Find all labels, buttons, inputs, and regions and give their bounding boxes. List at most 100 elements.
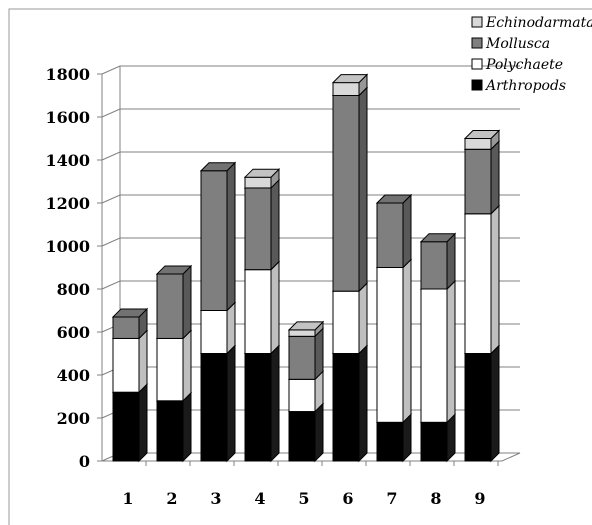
bar-arthropods-1 (112, 391, 140, 462)
legend-label-arthropods: Arthropods (484, 78, 566, 94)
bar-mollusca-4-side (270, 178, 280, 271)
legend-swatch-mollusca (471, 37, 483, 49)
bar-arthropods-2 (156, 400, 184, 462)
bar-echinodarmata-4-top (243, 168, 281, 178)
y-tick-label: 1400 (45, 151, 90, 170)
bar-arthropods-7 (376, 421, 404, 462)
bar-polychaete-5 (288, 378, 316, 413)
bar-mollusca-7-top (375, 194, 413, 204)
bar-stack-2 (155, 264, 193, 463)
x-tick-label: 2 (166, 489, 177, 508)
bar-polychaete-3 (200, 310, 228, 354)
bar-arthropods-5-side (314, 402, 324, 463)
bar-arthropods-8 (420, 421, 448, 462)
bar-layer (111, 73, 501, 463)
bar-stack-6 (331, 73, 369, 463)
bar-arthropods-9-side (490, 344, 500, 463)
bar-polychaete-6-side (358, 281, 368, 355)
bar-stack-5 (287, 320, 325, 463)
y-tick-label: 0 (79, 452, 90, 471)
legend-swatch-polychaete (471, 58, 483, 70)
bar-mollusca-1-top (111, 308, 149, 318)
bar-stack-9 (463, 129, 501, 463)
bar-mollusca-5 (288, 335, 316, 380)
bar-mollusca-7 (376, 202, 404, 268)
bar-polychaete-8-side (446, 279, 456, 424)
bar-mollusca-9-side (490, 140, 500, 215)
bar-polychaete-1-side (138, 329, 148, 394)
bar-mollusca-2 (156, 273, 184, 339)
x-tick-label: 4 (254, 489, 265, 508)
bar-polychaete-9 (464, 213, 492, 354)
y-tick-label: 600 (57, 323, 90, 342)
bar-stack-3 (199, 161, 237, 463)
bar-mollusca-9 (464, 148, 492, 215)
bar-echinodarmata-9-top (463, 130, 501, 139)
bar-polychaete-8 (420, 288, 448, 423)
bar-mollusca-2-side (182, 264, 192, 340)
bar-arthropods-2-side (182, 391, 192, 463)
bar-arthropods-6-side (358, 344, 368, 463)
x-tick-label: 1 (122, 489, 133, 508)
x-tick-label: 7 (386, 489, 397, 508)
bar-mollusca-3-side (226, 161, 236, 312)
bar-polychaete-2-side (182, 329, 192, 403)
legend-label-mollusca: Mollusca (485, 36, 550, 52)
bar-polychaete-2 (156, 337, 184, 402)
bar-echinodarmata-9 (464, 138, 492, 150)
bar-mollusca-8 (420, 241, 448, 290)
x-tick-label: 6 (342, 489, 353, 508)
bar-stack-8 (419, 232, 457, 463)
bar-echinodarmata-4 (244, 176, 272, 189)
bar-stack-4 (243, 167, 281, 463)
bar-arthropods-5 (288, 411, 316, 462)
bar-mollusca-7-side (402, 193, 412, 269)
bar-echinodarmata-6-top (331, 74, 369, 84)
bar-arthropods-4-side (270, 344, 280, 463)
bar-polychaete-4 (244, 269, 272, 354)
bar-arthropods-6 (332, 353, 360, 462)
bar-arthropods-3 (200, 353, 228, 462)
bar-polychaete-1 (112, 337, 140, 393)
legend-label-polychaete: Polychaete (485, 57, 563, 73)
y-tick-label: 1600 (45, 108, 90, 127)
bar-mollusca-8-side (446, 232, 456, 291)
bar-polychaete-9-side (490, 204, 500, 355)
bar-stack-7 (375, 193, 413, 463)
x-tick-label: 5 (298, 489, 309, 508)
bar-mollusca-8-top (419, 233, 457, 243)
x-tick-label: 3 (210, 489, 221, 508)
tick-layer: 0 200 400 600 800 1000 1200 1400 1600 1800 1 2 3 4 5 6 7… (45, 65, 485, 508)
bar-echinodarmata-5 (288, 329, 316, 337)
bar-echinodarmata-5-top (287, 321, 325, 331)
bar-stack-1 (111, 307, 149, 463)
y-tick-label: 1200 (45, 194, 90, 213)
bar-mollusca-3 (200, 170, 228, 311)
bar-mollusca-6 (332, 95, 360, 292)
bar-mollusca-1 (112, 316, 140, 339)
bar-echinodarmata-6 (332, 82, 360, 96)
bar-polychaete-7 (376, 267, 404, 423)
bar-arthropods-4 (244, 353, 272, 462)
legend-label-echinodarmata: Echinodarmata (485, 15, 592, 31)
bar-mollusca-2-top (155, 265, 193, 275)
bar-polychaete-7-side (402, 258, 412, 424)
legend: Echinodarmata Mollusca Polychaete Arthropod… (471, 15, 592, 94)
bar-polychaete-6 (332, 290, 360, 354)
bar-arthropods-9 (464, 353, 492, 462)
bar-mollusca-3-top (199, 162, 237, 172)
legend-swatch-arthropods (471, 79, 483, 91)
bar-mollusca-5-side (314, 327, 324, 381)
y-tick-label: 200 (57, 409, 90, 428)
bar-polychaete-4-side (270, 260, 280, 355)
bar-arthropods-1-side (138, 382, 148, 463)
bar-mollusca-4 (244, 187, 272, 271)
y-tick-label: 1800 (45, 65, 90, 84)
bar-arthropods-3-side (226, 344, 236, 463)
y-tick-label: 800 (57, 280, 90, 299)
x-tick-label: 9 (474, 489, 485, 508)
bar-polychaete-3-side (226, 301, 236, 355)
legend-swatch-echinodarmata (471, 16, 483, 28)
